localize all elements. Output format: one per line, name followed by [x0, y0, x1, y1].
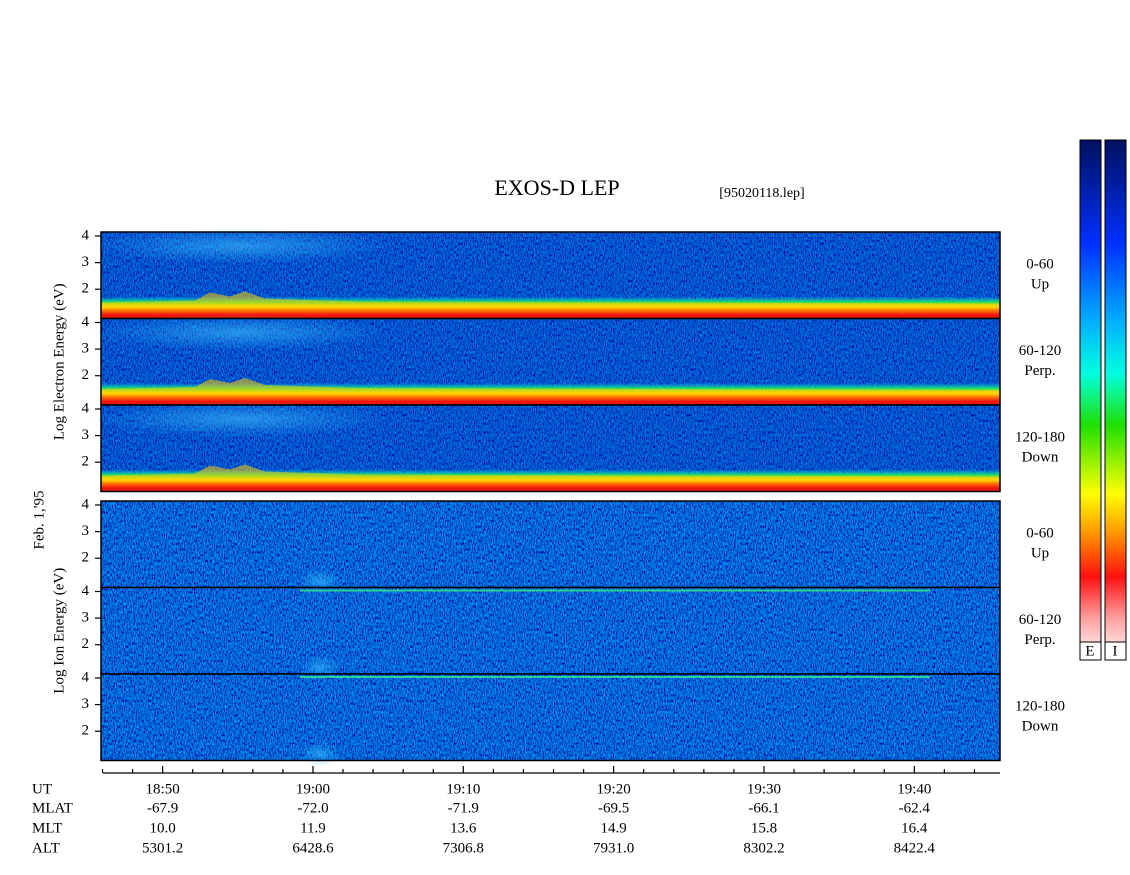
ephemeris-value: -69.5 [598, 800, 629, 816]
panel-label: 60-120 [1019, 612, 1062, 628]
electron-band [101, 291, 1000, 309]
colorbar-box [1079, 641, 1102, 661]
row-label: MLAT [32, 800, 73, 816]
x-tick-label: 18:50 [146, 781, 180, 797]
panel-label: 120-180 [1015, 698, 1065, 714]
y-tick-label: 3 [82, 523, 90, 539]
row-label: MLT [32, 820, 62, 836]
panel-label: Perp. [1024, 363, 1055, 379]
panel-label: 0-60 [1026, 256, 1054, 272]
ephemeris-value: -66.1 [748, 800, 779, 816]
colorbar-label: E [1085, 643, 1094, 659]
y-tick-label: 4 [82, 583, 90, 599]
y-tick-label: 4 [82, 496, 90, 512]
colorbar-box [1104, 641, 1127, 661]
chart-subtitle: [95020118.lep] [719, 186, 804, 201]
colorbars: E I [1079, 139, 1127, 661]
y-tick-label: 3 [82, 610, 90, 626]
ephemeris-value: 8302.2 [743, 840, 784, 856]
ephemeris-value: 10.0 [150, 820, 176, 836]
panel-label: Up [1031, 545, 1049, 561]
y-tick-label: 4 [82, 314, 90, 330]
y-axis-label: Log Ion Energy (eV) [51, 568, 67, 694]
y-axis-label: Log Electron Energy (eV) [51, 283, 67, 440]
panel-frame [100, 673, 1001, 762]
ephemeris-value: 6428.6 [292, 840, 334, 856]
spectrogram-haze [90, 314, 390, 351]
y-tick-label: 2 [82, 636, 90, 652]
x-tick-label: 19:10 [446, 781, 480, 797]
y-tick-label: 3 [82, 427, 90, 443]
electron-band [101, 464, 1000, 482]
ephemeris-value: 13.6 [450, 820, 477, 836]
x-tick-label: 19:40 [897, 781, 931, 797]
spectrogram-noise [101, 674, 1000, 761]
row-label: ALT [32, 840, 60, 856]
ephemeris-value: 16.4 [901, 820, 928, 836]
ephemeris-value: 11.9 [300, 820, 326, 836]
ephemeris-value: -72.0 [297, 800, 328, 816]
colorbar-label: I [1113, 643, 1118, 659]
ephemeris-value: 7931.0 [593, 840, 634, 856]
ephemeris-value: 5301.2 [142, 840, 183, 856]
spectrogram-noise [101, 501, 1000, 588]
y-tick-label: 2 [82, 367, 90, 383]
x-tick-label: 19:00 [296, 781, 330, 797]
panel-label: 0-60 [1026, 525, 1054, 541]
spectrogram-noise [101, 587, 1000, 674]
spectrogram-haze [90, 228, 390, 264]
y-tick-label: 2 [82, 723, 90, 739]
ephemeris-value: -71.9 [448, 800, 479, 816]
x-tick-label: 19:20 [597, 781, 631, 797]
panel-label: Up [1031, 276, 1049, 292]
ephemeris-value: 8422.4 [894, 840, 936, 856]
ephemeris-value: 14.9 [601, 820, 627, 836]
y-tick-label: 3 [82, 254, 90, 270]
colorbar [1079, 139, 1102, 661]
colorbar [1104, 139, 1127, 661]
y-tick-label: 4 [82, 669, 90, 685]
spectrogram-haze [300, 742, 340, 766]
panel-label: Down [1022, 449, 1059, 465]
panel-label: 120-180 [1015, 429, 1065, 445]
x-tick-label: 19:30 [747, 781, 781, 797]
y-tick-label: 2 [82, 550, 90, 566]
row-label: UT [32, 781, 52, 797]
y-tick-label: 4 [82, 400, 90, 416]
y-tick-label: 4 [82, 227, 90, 243]
panel-label: Down [1022, 718, 1059, 734]
ephemeris-value: -62.4 [899, 800, 931, 816]
ephemeris-value: 15.8 [751, 820, 777, 836]
chart-title: EXOS-D LEP [494, 175, 619, 200]
ephemeris-value: -67.9 [147, 800, 178, 816]
y-tick-label: 2 [82, 281, 90, 297]
y-tick-label: 3 [82, 696, 90, 712]
spectrogram-haze [90, 401, 390, 437]
date-label: Feb. 1,'95 [31, 491, 47, 550]
y-tick-label: 3 [82, 341, 90, 357]
panel-frame [100, 404, 1001, 493]
panel-label: Perp. [1024, 632, 1055, 648]
panel-label: 60-120 [1019, 343, 1062, 359]
electron-band [101, 378, 1000, 395]
y-tick-label: 2 [82, 454, 90, 470]
ephemeris-value: 7306.8 [443, 840, 484, 856]
